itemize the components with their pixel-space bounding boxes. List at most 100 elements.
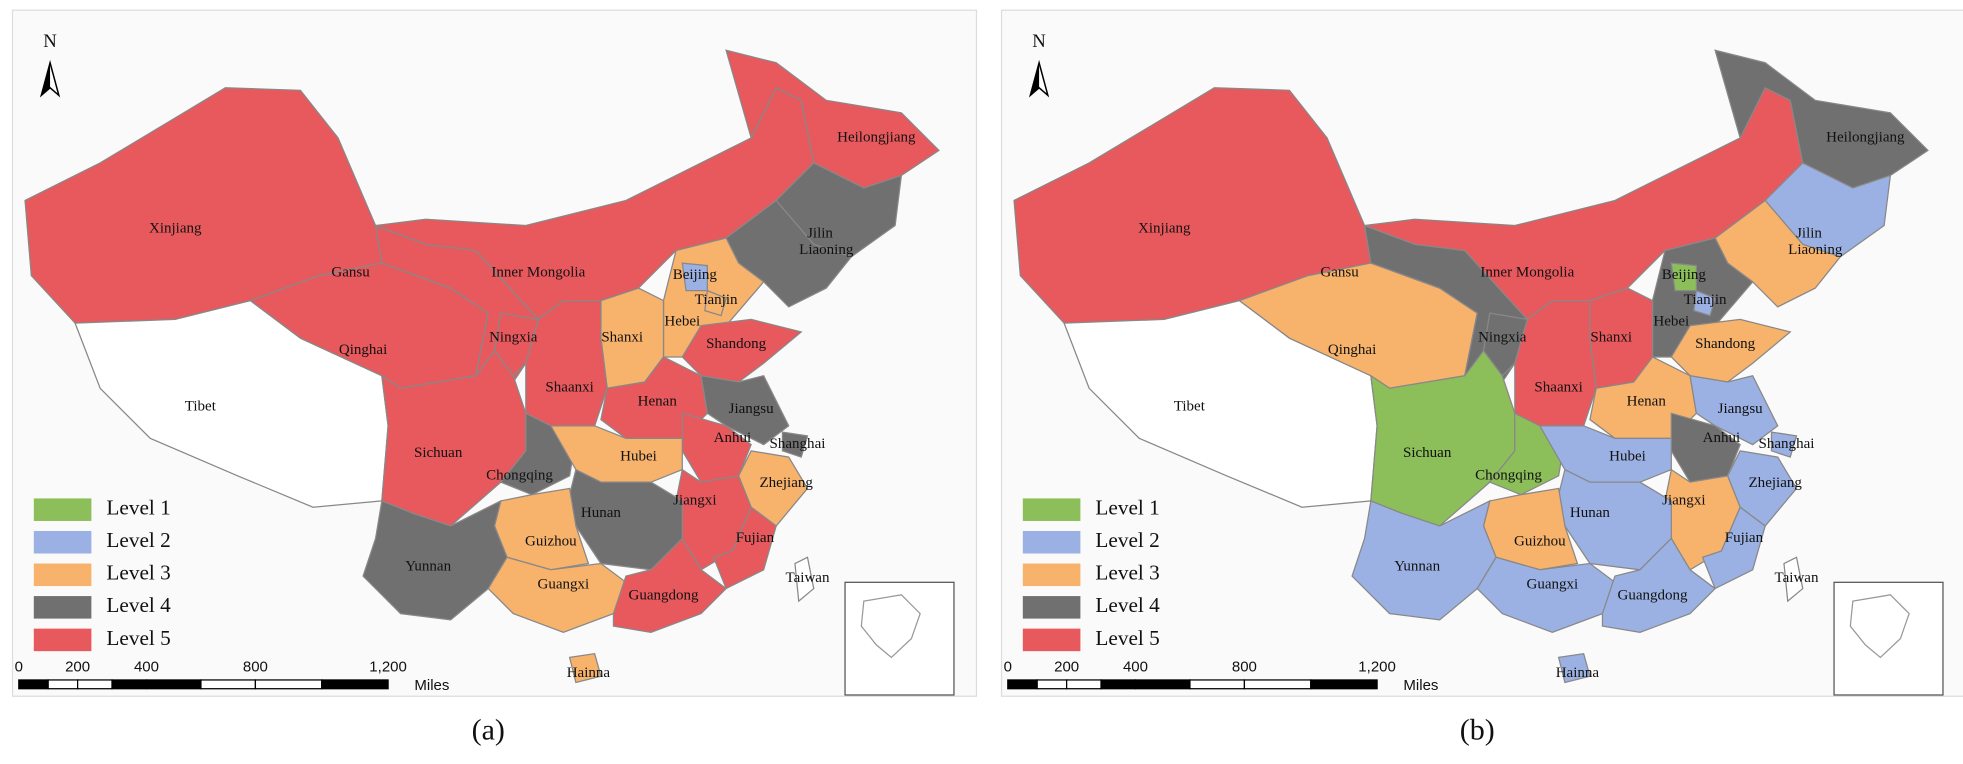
province-label: Ningxia — [489, 330, 538, 346]
province-label: Jiangxi — [673, 492, 716, 508]
province-label: Beijing — [673, 267, 718, 283]
province-label: Shaanxi — [545, 380, 593, 396]
province-label: Sichuan — [414, 445, 463, 461]
province — [1482, 312, 1529, 377]
province — [1783, 556, 1804, 603]
legend-label: Level 3 — [106, 561, 170, 585]
province-label: Yunnan — [405, 559, 451, 575]
legend-swatch — [1022, 563, 1081, 587]
province-label: Henan — [638, 393, 678, 409]
scale-segment — [111, 679, 148, 690]
legend-swatch — [1022, 596, 1081, 619]
province — [1601, 537, 1717, 634]
province-label: Jilin — [807, 226, 833, 242]
province — [525, 299, 608, 427]
province — [493, 312, 540, 377]
scale-label: 200 — [1054, 658, 1079, 675]
province-label: Shanxi — [1590, 330, 1632, 346]
scale-unit: Miles — [1403, 677, 1438, 694]
province-label: Hunan — [1570, 505, 1611, 521]
scale-segment — [76, 679, 113, 690]
north-arrow-half — [1030, 62, 1040, 96]
inset-frame — [1833, 581, 1944, 696]
scale-segment — [145, 679, 202, 690]
scale-label: 1,200 — [1358, 658, 1396, 675]
province-label: Chongqing — [486, 467, 553, 483]
legend-label: Level 2 — [1095, 528, 1159, 552]
province — [568, 652, 602, 684]
inset-frame — [844, 581, 955, 696]
province-label: Taiwan — [1775, 570, 1819, 586]
legend-swatch — [33, 563, 92, 587]
legend-swatch — [33, 498, 92, 521]
province-label: Henan — [1627, 393, 1667, 409]
province-label: Tibet — [185, 398, 217, 414]
legend-label: Level 4 — [106, 593, 171, 617]
province-label: Hainna — [1556, 665, 1600, 681]
province-label: Taiwan — [785, 570, 829, 586]
scale-segment — [1189, 679, 1246, 690]
province-label: Inner Mongolia — [491, 265, 585, 281]
province-label: Shanghai — [1759, 436, 1815, 452]
scale-segment — [1134, 679, 1191, 690]
scale-segment — [1243, 679, 1312, 690]
province-label: Liaoning — [1788, 242, 1843, 258]
map-panel: Xinjiang Tibet Qinghai Gansu Inner Mongolia H… — [11, 9, 978, 746]
province-label: Zhejiang — [760, 475, 814, 491]
province — [1693, 289, 1716, 317]
province-label: Zhejiang — [1749, 475, 1803, 491]
province-label: Fujian — [1725, 530, 1764, 546]
province-label: Guangdong — [628, 588, 699, 604]
province — [1770, 431, 1798, 458]
province-label: Hebei — [664, 313, 700, 329]
province-label: Hainna — [567, 665, 611, 681]
north-label: N — [1032, 31, 1046, 52]
inset-outline — [860, 594, 921, 659]
legend-swatch — [33, 530, 92, 554]
province-label: Yunnan — [1394, 559, 1440, 575]
inset-outline — [1849, 594, 1910, 659]
legend-swatch — [33, 596, 92, 619]
scale-segment — [1036, 679, 1068, 690]
province-label: Shandong — [1695, 336, 1756, 352]
legend-label: Level 4 — [1095, 593, 1160, 617]
scale-unit: Miles — [414, 677, 449, 694]
scale-label: 0 — [1004, 658, 1012, 675]
province-label: Xinjiang — [1138, 221, 1191, 237]
legend-label: Level 5 — [106, 626, 170, 650]
legend-swatch — [1022, 498, 1081, 521]
province — [781, 431, 809, 458]
north-arrow-half — [41, 62, 51, 96]
province-label: Tianjin — [1684, 292, 1727, 308]
province-label: Jilin — [1796, 226, 1822, 242]
legend-label: Level 1 — [1095, 496, 1159, 520]
legend-label: Level 2 — [106, 528, 170, 552]
legend-swatch — [1022, 628, 1081, 652]
scale-label: 0 — [15, 658, 23, 675]
scale-segment — [1066, 679, 1102, 690]
scale-label: 800 — [243, 658, 268, 675]
province-label: Hubei — [620, 449, 657, 465]
province-label: Gansu — [1320, 265, 1359, 281]
scale-label: 400 — [1123, 658, 1148, 675]
scale-label: 1,200 — [369, 658, 407, 675]
legend-label: Level 3 — [1095, 561, 1159, 585]
legend-label: Level 1 — [106, 496, 170, 520]
province-label: Sichuan — [1403, 445, 1452, 461]
province-label: Xinjiang — [149, 221, 202, 237]
province — [1670, 318, 1792, 383]
province-label: Beijing — [1662, 267, 1707, 283]
province-label: Qinghai — [1328, 342, 1376, 358]
province-label: Jiangsu — [1718, 401, 1764, 417]
province — [794, 556, 815, 603]
province-label: Hunan — [581, 505, 622, 521]
province-label: Inner Mongolia — [1480, 265, 1574, 281]
legend-swatch — [33, 628, 92, 652]
province-label: Anhui — [714, 430, 752, 446]
province-label: Shaanxi — [1534, 380, 1582, 396]
province-label: Guizhou — [1514, 534, 1566, 550]
province — [612, 537, 728, 634]
scale-label: 200 — [65, 658, 90, 675]
